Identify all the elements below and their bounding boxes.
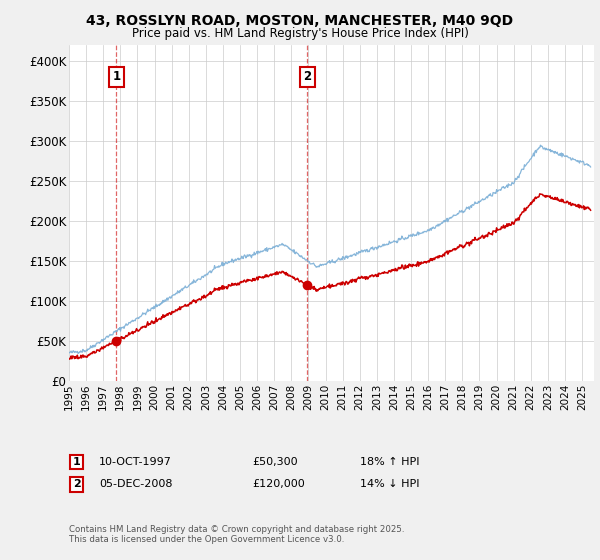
Text: Price paid vs. HM Land Registry's House Price Index (HPI): Price paid vs. HM Land Registry's House … <box>131 27 469 40</box>
Text: 18% ↑ HPI: 18% ↑ HPI <box>360 457 419 467</box>
Text: 2: 2 <box>73 479 80 489</box>
Text: 2: 2 <box>303 71 311 83</box>
Text: Contains HM Land Registry data © Crown copyright and database right 2025.
This d: Contains HM Land Registry data © Crown c… <box>69 525 404 544</box>
Text: 10-OCT-1997: 10-OCT-1997 <box>99 457 172 467</box>
Text: 05-DEC-2008: 05-DEC-2008 <box>99 479 173 489</box>
Text: £120,000: £120,000 <box>252 479 305 489</box>
Text: £50,300: £50,300 <box>252 457 298 467</box>
Text: 14% ↓ HPI: 14% ↓ HPI <box>360 479 419 489</box>
Text: 1: 1 <box>112 71 121 83</box>
Text: 1: 1 <box>73 457 80 467</box>
Text: 43, ROSSLYN ROAD, MOSTON, MANCHESTER, M40 9QD: 43, ROSSLYN ROAD, MOSTON, MANCHESTER, M4… <box>86 14 514 28</box>
